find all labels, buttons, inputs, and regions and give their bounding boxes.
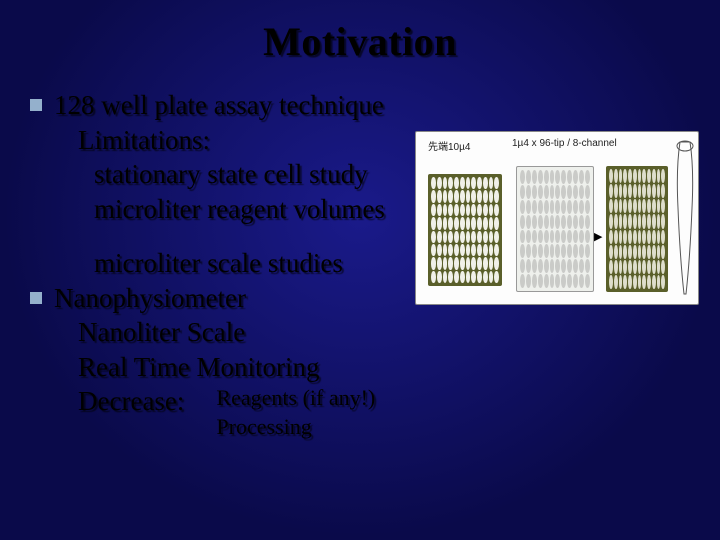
plate-3: [606, 166, 668, 292]
item1-line3: microliter reagent volumes: [54, 192, 385, 227]
arrow-icon: ▶: [594, 230, 602, 243]
item2-line2: Real Time Monitoring: [54, 350, 375, 385]
pipette-icon: [672, 138, 698, 298]
square-bullet-icon: [30, 99, 42, 111]
item1-line4: microliter scale studies: [54, 246, 385, 281]
figure-legend-left: 先端10µ4: [428, 138, 470, 153]
figure-legend-right: 1µ4 x 96-tip / 8-channel: [512, 138, 617, 149]
item2-small1: Reagents (if any!): [216, 384, 375, 412]
item1-gap: [54, 226, 385, 246]
square-bullet-icon: [30, 292, 42, 304]
slide-title: Motivation: [0, 0, 720, 65]
item2-line1: Nanoliter Scale: [54, 315, 375, 350]
item1-headline: 128 well plate assay technique: [54, 88, 385, 123]
item1-line1: Limitations:: [54, 123, 385, 158]
item1-line2: stationary state cell study: [54, 157, 385, 192]
plate-1: [428, 174, 502, 286]
item2-line3: Decrease:: [54, 384, 184, 419]
item2-headline: Nanophysiometer: [54, 281, 375, 316]
bullet-item-2: Nanophysiometer Nanoliter Scale Real Tim…: [30, 281, 690, 441]
well-plate-figure: 先端10µ4 1µ4 x 96-tip / 8-channel ▶: [416, 132, 698, 304]
plate-2: [516, 166, 594, 292]
item2-small2: Processing: [216, 413, 375, 441]
slide: Motivation 128 well plate assay techniqu…: [0, 0, 720, 540]
